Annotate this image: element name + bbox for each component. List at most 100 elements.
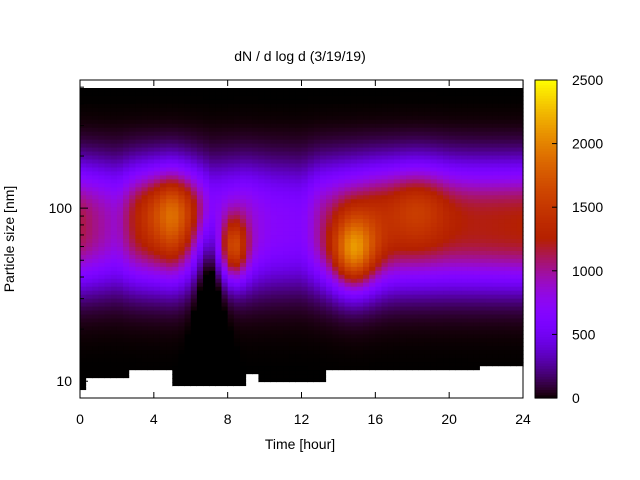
heatmap-cell xyxy=(252,147,260,153)
heatmap-cell xyxy=(246,306,253,312)
heatmap-cell xyxy=(424,258,432,264)
heatmap-cell xyxy=(86,127,93,133)
heatmap-cell xyxy=(338,386,346,391)
heatmap-cell xyxy=(147,135,155,141)
heatmap-cell xyxy=(406,95,413,101)
heatmap-cell xyxy=(153,242,161,248)
heatmap-cell xyxy=(363,147,370,153)
heatmap-cell xyxy=(443,235,450,240)
heatmap-cell xyxy=(178,203,186,208)
heatmap-cell xyxy=(159,235,167,240)
heatmap-cell xyxy=(363,278,370,284)
heatmap-cell xyxy=(283,179,290,184)
heatmap-cell xyxy=(215,294,223,300)
heatmap-cell xyxy=(455,223,463,228)
heatmap-cell xyxy=(387,119,395,125)
heatmap-cell xyxy=(215,262,223,268)
heatmap-cell xyxy=(184,302,192,308)
heatmap-cell xyxy=(443,378,450,383)
heatmap-cell xyxy=(399,143,407,149)
heatmap-cell xyxy=(276,354,284,359)
heatmap-cell xyxy=(350,370,358,375)
heatmap-cell xyxy=(221,390,229,395)
heatmap-cell xyxy=(356,87,364,93)
heatmap-cell xyxy=(129,167,136,173)
heatmap-cell xyxy=(123,87,130,93)
heatmap-cell xyxy=(190,242,198,248)
heatmap-cell xyxy=(412,334,419,339)
heatmap-cell xyxy=(369,147,376,153)
heatmap-cell xyxy=(424,290,432,296)
heatmap-cell xyxy=(172,239,180,244)
heatmap-cell xyxy=(129,250,136,256)
heatmap-cell xyxy=(350,155,358,161)
heatmap-cell xyxy=(246,123,253,129)
heatmap-cell xyxy=(258,306,266,312)
heatmap-cell xyxy=(203,159,210,165)
heatmap-cell xyxy=(80,91,87,97)
heatmap-cell xyxy=(301,207,309,212)
heatmap-cell xyxy=(239,195,247,200)
heatmap-cell xyxy=(455,235,463,240)
heatmap-cell xyxy=(215,290,223,296)
heatmap-cell xyxy=(116,338,124,343)
heatmap-cell xyxy=(92,111,100,117)
heatmap-cell xyxy=(307,191,315,196)
heatmap-cell xyxy=(141,378,149,383)
heatmap-cell xyxy=(276,350,284,355)
heatmap-cell xyxy=(307,282,315,288)
heatmap-cell xyxy=(326,159,333,165)
heatmap-cell xyxy=(363,131,370,137)
heatmap-cell xyxy=(184,103,192,109)
heatmap-cell xyxy=(190,358,198,363)
heatmap-cell xyxy=(424,390,432,395)
heatmap-cell xyxy=(443,239,450,244)
heatmap-cell xyxy=(461,115,469,121)
heatmap-cell xyxy=(196,227,204,232)
heatmap-cell xyxy=(449,227,456,232)
heatmap-cell xyxy=(264,175,272,180)
heatmap-cell xyxy=(209,151,216,157)
heatmap-cell xyxy=(252,163,260,169)
heatmap-cell xyxy=(239,362,247,367)
heatmap-cell xyxy=(307,135,315,141)
heatmap-cell xyxy=(153,159,161,165)
heatmap-cell xyxy=(252,127,260,133)
heatmap-cell xyxy=(295,239,303,244)
heatmap-cell xyxy=(387,286,395,292)
heatmap-cell xyxy=(406,155,413,161)
heatmap-cell xyxy=(129,119,136,125)
heatmap-cell xyxy=(123,131,130,137)
heatmap-cell xyxy=(239,119,247,125)
heatmap-cell xyxy=(295,135,303,141)
heatmap-cell xyxy=(184,239,192,244)
heatmap-cell xyxy=(153,246,161,252)
heatmap-cell xyxy=(430,266,438,272)
heatmap-cell xyxy=(209,239,216,244)
heatmap-cell xyxy=(449,119,456,125)
heatmap-cell xyxy=(436,187,444,192)
heatmap-cell xyxy=(393,366,401,371)
heatmap-cell xyxy=(209,231,216,236)
heatmap-cell xyxy=(443,223,450,228)
heatmap-cell xyxy=(295,358,303,363)
heatmap-cell xyxy=(258,302,266,308)
heatmap-cell xyxy=(221,183,229,188)
heatmap-cell xyxy=(319,282,327,288)
heatmap-cell xyxy=(276,103,284,109)
heatmap-cell xyxy=(239,179,247,184)
heatmap-cell xyxy=(381,242,389,248)
heatmap-cell xyxy=(301,318,309,324)
heatmap-cell xyxy=(116,207,124,212)
heatmap-cell xyxy=(178,159,186,165)
heatmap-cell xyxy=(141,262,149,268)
heatmap-cell xyxy=(393,195,401,200)
heatmap-cell xyxy=(319,215,327,220)
heatmap-cell xyxy=(406,163,413,169)
heatmap-cell xyxy=(418,207,426,212)
heatmap-cell xyxy=(184,99,192,105)
heatmap-cell xyxy=(123,310,130,316)
heatmap-cell xyxy=(252,91,260,97)
heatmap-cell xyxy=(356,250,364,256)
heatmap-cell xyxy=(301,294,309,300)
